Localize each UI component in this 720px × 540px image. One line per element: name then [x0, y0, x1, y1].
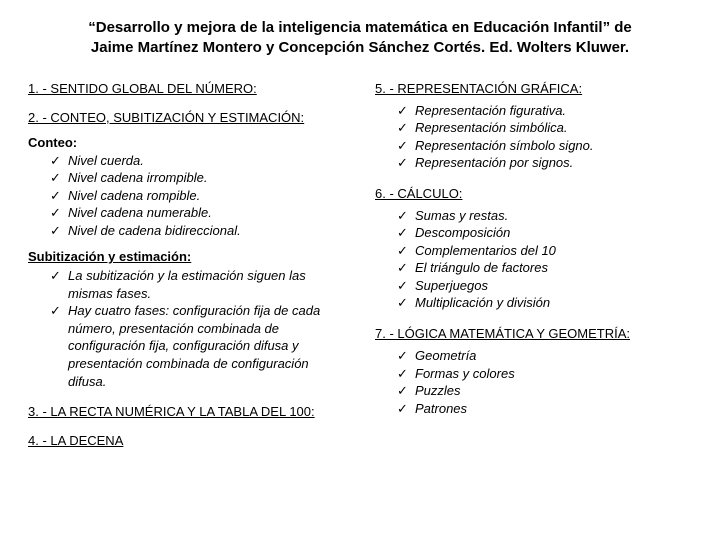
- list-item: Nivel cuerda.: [68, 152, 345, 170]
- subitizacion-list: La subitización y la estimación siguen l…: [28, 267, 345, 390]
- title-line-1: “Desarrollo y mejora de la inteligencia …: [88, 19, 632, 36]
- section-1-heading: 1. - SENTIDO GLOBAL DEL NÚMERO:: [28, 81, 345, 96]
- title-line-2: Jaime Martínez Montero y Concepción Sánc…: [91, 39, 629, 56]
- list-item: Nivel cadena rompible.: [68, 187, 345, 205]
- conteo-heading: Conteo:: [28, 135, 345, 150]
- section-6-heading: 6. - CÁLCULO:: [375, 186, 692, 201]
- section-3-heading: 3. - LA RECTA NUMÉRICA Y LA TABLA DEL 10…: [28, 404, 345, 419]
- list-item: Sumas y restas.: [415, 207, 692, 225]
- geometria-list: Geometría Formas y colores Puzzles Patro…: [375, 347, 692, 417]
- list-item: Patrones: [415, 400, 692, 418]
- document-title: “Desarrollo y mejora de la inteligencia …: [28, 18, 692, 59]
- section-7-heading: 7. - LÓGICA MATEMÁTICA Y GEOMETRÍA:: [375, 326, 692, 341]
- list-item: Nivel de cadena bidireccional.: [68, 222, 345, 240]
- calculo-list: Sumas y restas. Descomposición Complemen…: [375, 207, 692, 312]
- list-item: El triángulo de factores: [415, 259, 692, 277]
- left-column: 1. - SENTIDO GLOBAL DEL NÚMERO: 2. - CON…: [28, 73, 345, 455]
- list-item: Superjuegos: [415, 277, 692, 295]
- list-item: Representación por signos.: [415, 154, 692, 172]
- content-columns: 1. - SENTIDO GLOBAL DEL NÚMERO: 2. - CON…: [28, 73, 692, 455]
- list-item: Representación simbólica.: [415, 119, 692, 137]
- list-item: Descomposición: [415, 224, 692, 242]
- list-item: Multiplicación y división: [415, 294, 692, 312]
- list-item: Nivel cadena irrompible.: [68, 169, 345, 187]
- list-item: Hay cuatro fases: configuración fija de …: [68, 302, 345, 390]
- list-item: Geometría: [415, 347, 692, 365]
- section-4-heading: 4. - LA DECENA: [28, 433, 345, 448]
- right-column: 5. - REPRESENTACIÓN GRÁFICA: Representac…: [375, 73, 692, 455]
- list-item: Complementarios del 10: [415, 242, 692, 260]
- section-5-heading: 5. - REPRESENTACIÓN GRÁFICA:: [375, 81, 692, 96]
- conteo-list: Nivel cuerda. Nivel cadena irrompible. N…: [28, 152, 345, 240]
- list-item: La subitización y la estimación siguen l…: [68, 267, 345, 302]
- list-item: Formas y colores: [415, 365, 692, 383]
- subitizacion-heading: Subitización y estimación:: [28, 249, 345, 264]
- section-2-heading: 2. - CONTEO, SUBITIZACIÓN Y ESTIMACIÓN:: [28, 110, 345, 125]
- list-item: Representación figurativa.: [415, 102, 692, 120]
- list-item: Nivel cadena numerable.: [68, 204, 345, 222]
- representacion-list: Representación figurativa. Representació…: [375, 102, 692, 172]
- list-item: Puzzles: [415, 382, 692, 400]
- list-item: Representación símbolo signo.: [415, 137, 692, 155]
